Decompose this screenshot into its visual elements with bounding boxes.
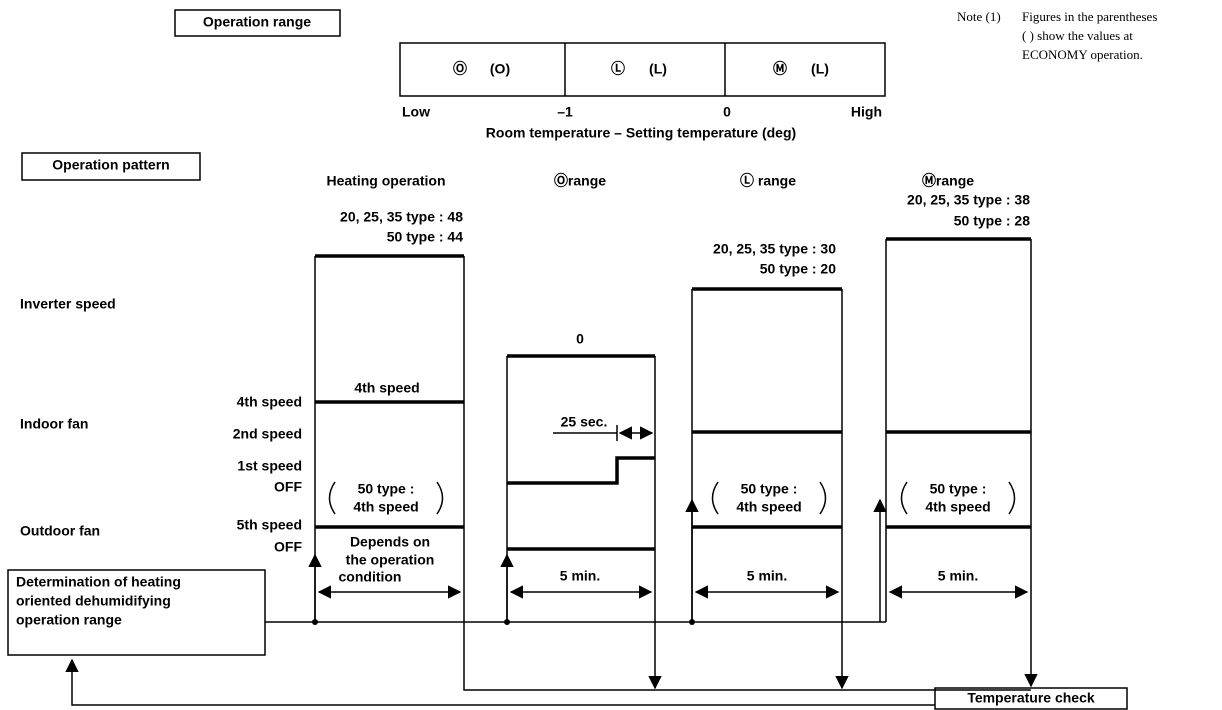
economy: 4th speed xyxy=(353,499,418,515)
cell-value: (L) xyxy=(649,61,667,77)
depends: condition xyxy=(339,569,402,585)
speed-label: 2nd speed xyxy=(233,426,302,442)
header: Ⓛ range xyxy=(740,173,796,189)
header: Heating operation xyxy=(326,173,445,189)
row-label: Outdoor fan xyxy=(20,523,100,539)
economy: 4th speed xyxy=(925,499,990,515)
speed-label: OFF xyxy=(274,539,302,555)
row-label: Inverter speed xyxy=(20,296,116,312)
determination: Determination of heating xyxy=(16,574,181,590)
row-label: Indoor fan xyxy=(20,416,88,432)
speed-label: 1st speed xyxy=(237,458,302,474)
note-line: ( ) show the values at xyxy=(1022,28,1133,43)
axis-label: High xyxy=(851,104,882,120)
economy: 50 type : xyxy=(741,481,798,497)
cell-value: (L) xyxy=(811,61,829,77)
note-line: ECONOMY operation. xyxy=(1022,47,1143,62)
check: Temperature check xyxy=(967,690,1095,706)
duration: 5 min. xyxy=(938,568,978,584)
value: 20, 25, 35 type : 30 xyxy=(713,241,836,257)
shapes xyxy=(7,9,1128,710)
axis-label: –1 xyxy=(557,104,573,120)
cell-symbol: Ⓛ xyxy=(611,61,625,77)
range-title: Operation range xyxy=(203,14,311,30)
axis-label: Low xyxy=(402,104,430,120)
speed-label: 4th speed xyxy=(237,394,302,410)
economy: 50 type : xyxy=(930,481,987,497)
value: 50 type : 20 xyxy=(760,261,836,277)
labels: Operation range Ⓞ (O) Ⓛ (L) Ⓜ (L) Low –1… xyxy=(16,9,1157,706)
value: 50 type : 44 xyxy=(387,229,463,245)
value: 20, 25, 35 type : 38 xyxy=(907,192,1030,208)
duration: 5 min. xyxy=(560,568,600,584)
economy: 50 type : xyxy=(358,481,415,497)
value: 50 type : 28 xyxy=(954,213,1030,229)
cell-symbol: Ⓞ xyxy=(453,61,467,77)
depends: Depends on xyxy=(350,534,430,550)
value: 0 xyxy=(576,331,584,347)
pattern-title: Operation pattern xyxy=(52,157,169,173)
determination: oriented dehumidifying xyxy=(16,593,171,609)
note-line: Figures in the parentheses xyxy=(1022,9,1157,24)
cell-value: (O) xyxy=(490,61,510,77)
delay-label: 25 sec. xyxy=(561,414,608,430)
duration: 5 min. xyxy=(747,568,787,584)
cell-symbol: Ⓜ xyxy=(773,61,787,77)
speed-label: 5th speed xyxy=(237,517,302,533)
fan-label: 4th speed xyxy=(354,380,419,396)
value: 20, 25, 35 type : 48 xyxy=(340,209,463,225)
axis-title: Room temperature – Setting temperature (… xyxy=(486,125,796,141)
depends: the operation xyxy=(346,552,435,568)
header: Ⓜrange xyxy=(922,173,974,189)
header: Ⓞrange xyxy=(554,173,606,189)
note-label: Note (1) xyxy=(957,9,1001,24)
determination: operation range xyxy=(16,612,122,628)
speed-label: OFF xyxy=(274,479,302,495)
economy: 4th speed xyxy=(736,499,801,515)
axis-label: 0 xyxy=(723,104,731,120)
